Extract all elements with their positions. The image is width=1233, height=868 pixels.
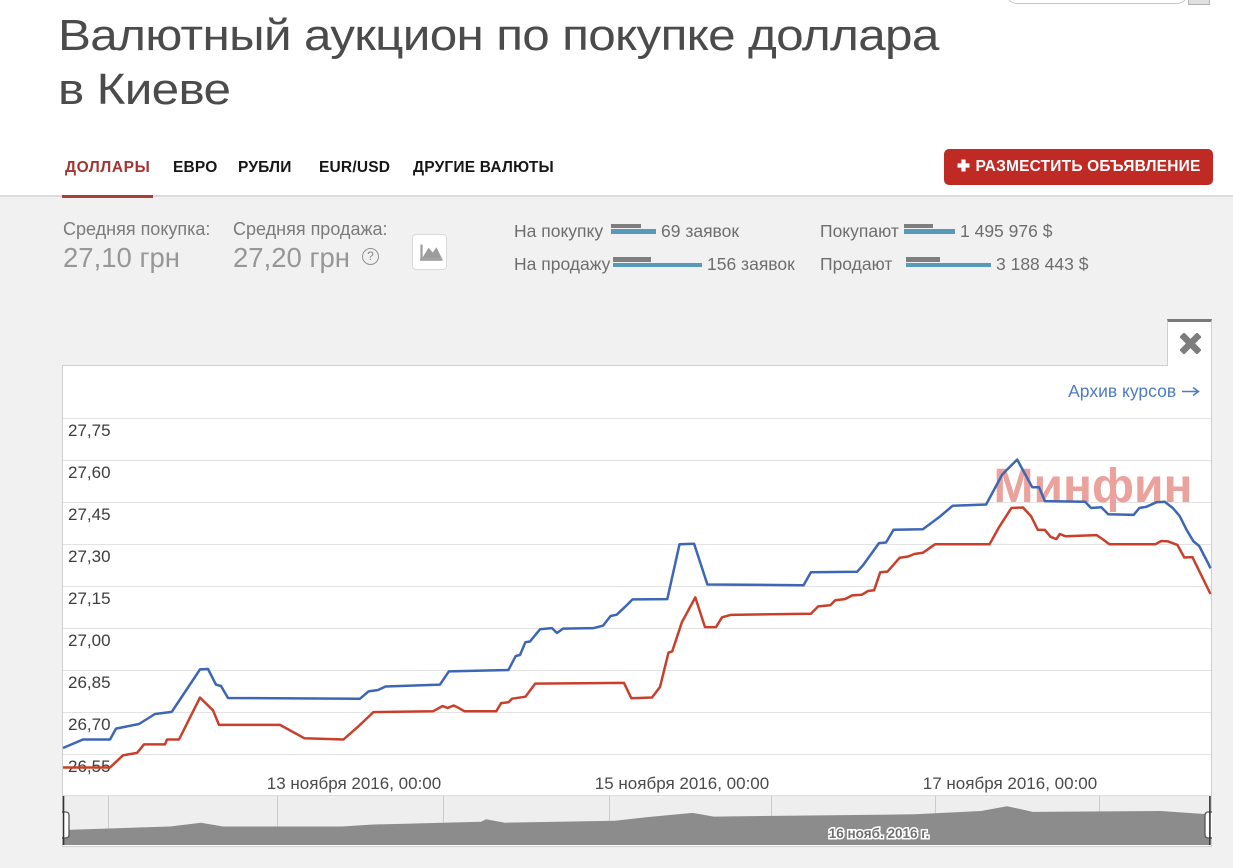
svg-text:27,15: 27,15 [68,589,111,608]
svg-text:27,60: 27,60 [68,463,111,482]
svg-text:15 ноября 2016, 00:00: 15 ноября 2016, 00:00 [595,774,769,793]
svg-text:27,30: 27,30 [68,547,111,566]
svg-text:27,75: 27,75 [68,421,111,440]
svg-text:26,70: 26,70 [68,715,111,734]
svg-text:16 нояб. 2016 г.: 16 нояб. 2016 г. [829,826,930,841]
svg-text:17 ноября 2016, 00:00: 17 ноября 2016, 00:00 [923,774,1097,793]
svg-text:27,00: 27,00 [68,631,111,650]
svg-text:26,85: 26,85 [68,673,111,692]
svg-text:27,45: 27,45 [68,505,111,524]
svg-text:13 ноября 2016, 00:00: 13 ноября 2016, 00:00 [267,774,441,793]
svg-text:Минфин: Минфин [994,460,1193,513]
